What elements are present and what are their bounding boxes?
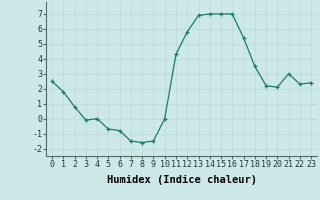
- X-axis label: Humidex (Indice chaleur): Humidex (Indice chaleur): [107, 175, 257, 185]
